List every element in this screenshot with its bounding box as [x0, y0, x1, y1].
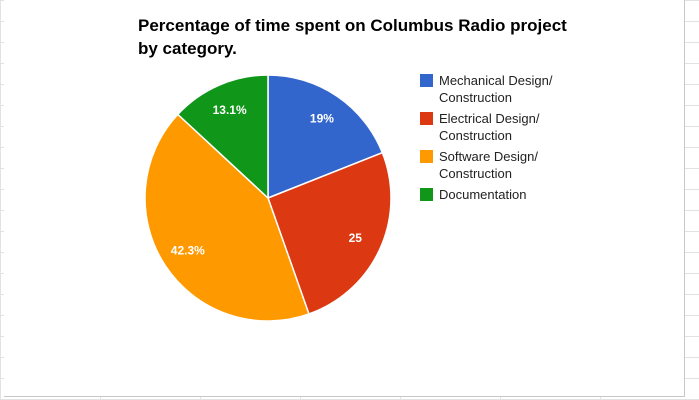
slice-label: 19% — [310, 112, 334, 126]
chart-title: Percentage of time spent on Columbus Rad… — [138, 16, 567, 58]
legend-swatch — [420, 188, 433, 201]
pie-slice[interactable] — [144, 113, 310, 322]
slice-label: 25 — [349, 231, 363, 245]
pie-slice[interactable] — [267, 151, 392, 315]
legend-label: Mechanical Design/ Construction — [439, 73, 553, 105]
chart-container[interactable]: Percentage of time spent on Columbus Rad… — [4, 0, 685, 397]
slice-label: 42.3% — [171, 244, 205, 258]
legend-item: Documentation — [420, 186, 620, 203]
legend-swatch — [420, 150, 433, 163]
pie-chart: 19% 25 42.3% 13.1% — [144, 74, 392, 322]
legend-item: Software Design/ Construction — [420, 148, 620, 182]
legend-label: Electrical Design/ Construction — [439, 111, 540, 143]
legend-label: Documentation — [439, 187, 527, 202]
legend-item: Electrical Design/ Construction — [420, 110, 620, 144]
pie-slice[interactable] — [176, 74, 269, 200]
pie-slice[interactable] — [267, 74, 384, 200]
legend-label: Software Design/ Construction — [439, 149, 538, 181]
legend-swatch — [420, 74, 433, 87]
chart-legend: Mechanical Design/ Construction Electric… — [420, 72, 620, 207]
slice-label: 13.1% — [213, 103, 247, 117]
legend-item: Mechanical Design/ Construction — [420, 72, 620, 106]
legend-swatch — [420, 112, 433, 125]
